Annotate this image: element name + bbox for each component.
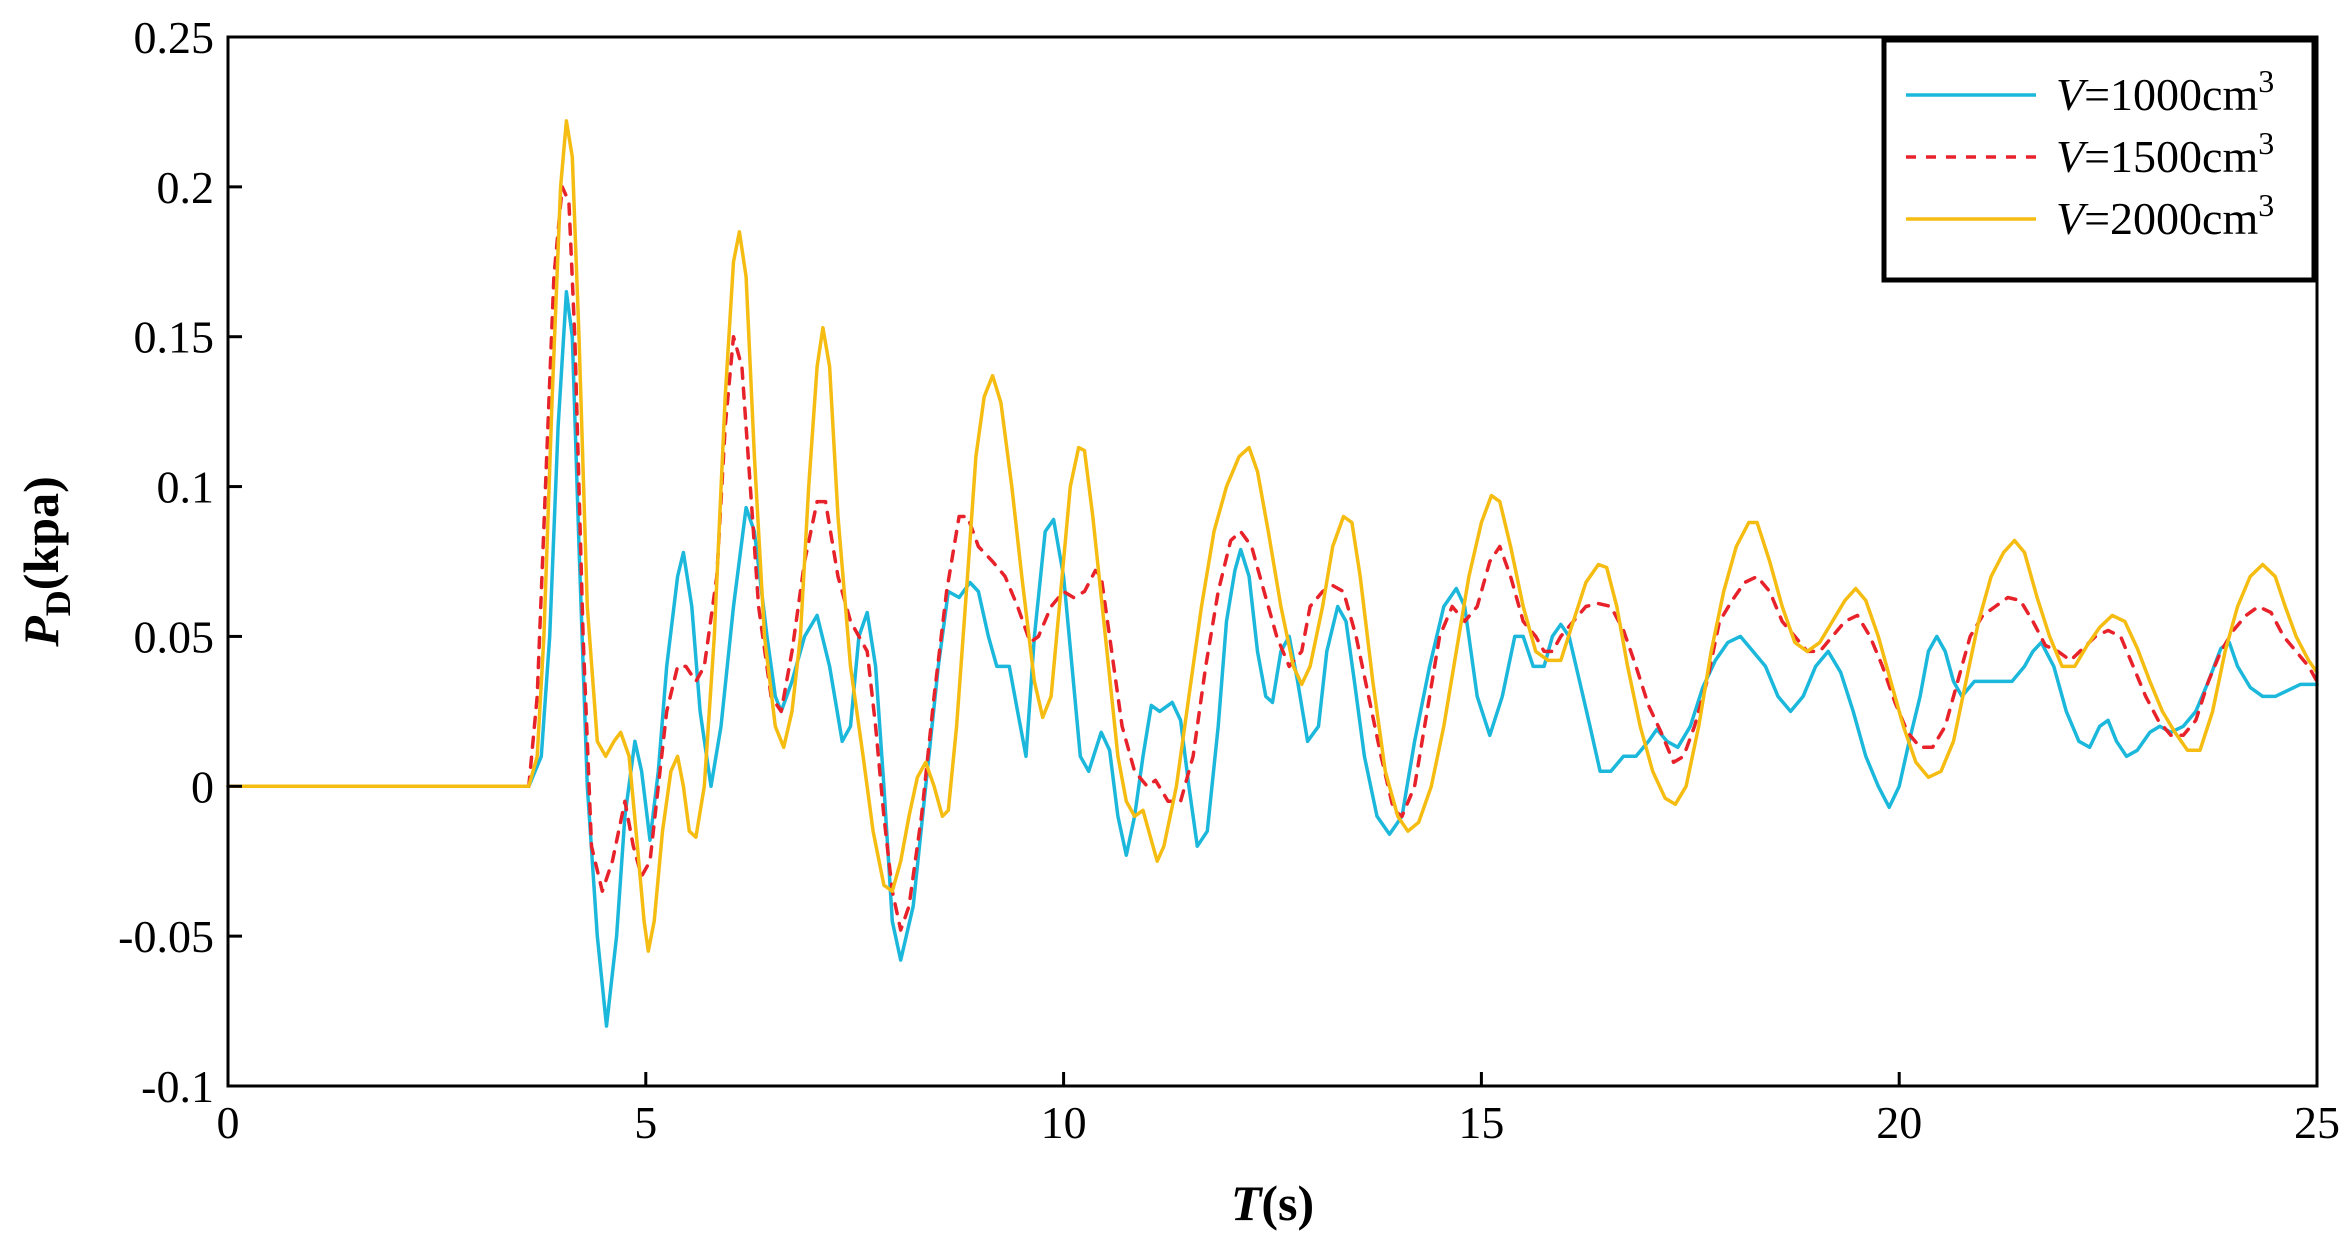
- y-tick-label: 0.1: [157, 462, 215, 513]
- x-tick-label: 20: [1876, 1097, 1922, 1148]
- y-tick-label: 0.05: [134, 611, 215, 662]
- series-line-2: [226, 185, 2319, 932]
- legend-label-2: V=1500cm3: [2056, 125, 2274, 182]
- x-axis-unit: (s): [1261, 1175, 1314, 1231]
- legend-label-1: V=1000cm3: [2056, 63, 2274, 120]
- y-tick-label: 0.2: [157, 162, 215, 213]
- legend-label-3: V=2000cm3: [2056, 187, 2274, 244]
- series-line-3: [226, 119, 2319, 953]
- series-line-1: [226, 290, 2319, 1028]
- legend-box: [1881, 37, 2317, 283]
- x-tick-label: 10: [1041, 1097, 1087, 1148]
- y-axis-subscript: D: [38, 590, 78, 616]
- y-axis-symbol: P: [13, 616, 69, 648]
- y-axis-title: PD(kpa): [13, 476, 78, 647]
- x-tick-label: 5: [634, 1097, 657, 1148]
- y-tick-label: 0: [191, 761, 214, 812]
- plot-area: [226, 35, 2319, 1088]
- x-axis-symbol: T: [1231, 1175, 1264, 1231]
- x-axis-title: T(s): [1231, 1175, 1314, 1231]
- plot-frame: [226, 35, 2319, 1088]
- x-tick-label: 0: [217, 1097, 240, 1148]
- series-layer: [226, 119, 2319, 1028]
- x-tick-label: 25: [2294, 1097, 2340, 1148]
- y-tick-label: -0.1: [141, 1061, 214, 1112]
- y-tick-label: 0.25: [134, 12, 215, 63]
- y-tick-label: 0.15: [134, 312, 215, 363]
- y-tick-label: -0.05: [118, 911, 214, 962]
- ticks-layer: [226, 35, 2319, 1088]
- y-axis-unit: (kpa): [13, 476, 69, 590]
- tick-labels: 0 5 10 15 20 25 -0.1 -0.05 0 0.05 0.1 0.15 0.2 0.25: [118, 12, 2340, 1148]
- x-tick-label: 15: [1458, 1097, 1504, 1148]
